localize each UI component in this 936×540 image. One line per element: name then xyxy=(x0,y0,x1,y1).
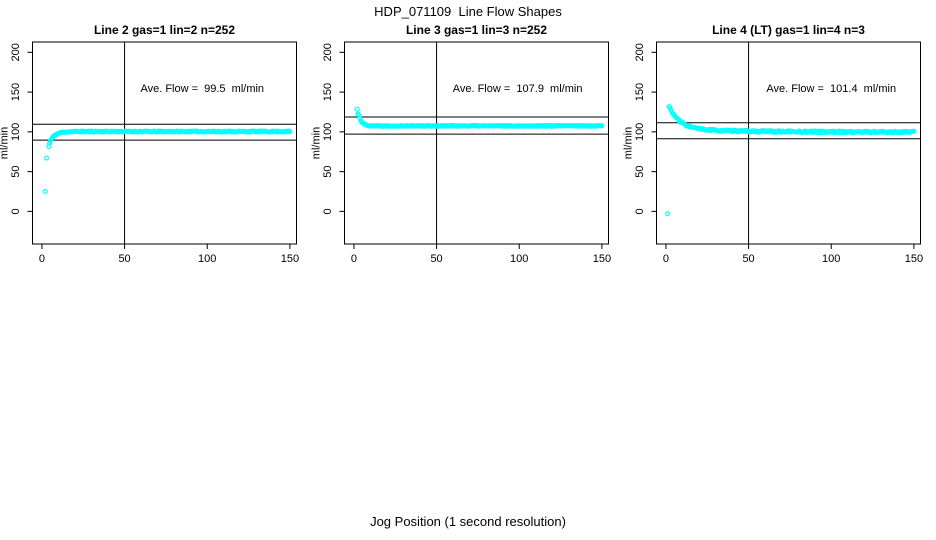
series-points xyxy=(42,128,293,195)
ave-flow-annotation: Ave. Flow = 101.4 ml/min xyxy=(766,83,896,95)
y-tick-label: 200 xyxy=(10,43,22,61)
x-tick-label: 100 xyxy=(822,253,840,265)
data-point xyxy=(354,106,360,112)
y-tick-label: 0 xyxy=(322,208,334,214)
panel-title: Line 4 (LT) gas=1 lin=4 n=3 xyxy=(712,23,865,37)
data-point xyxy=(599,123,605,129)
y-axis-label: ml/min xyxy=(0,127,11,159)
figure-title: HDP_071109 Line Flow Shapes xyxy=(374,4,562,19)
x-tick-label: 0 xyxy=(351,253,357,265)
panel-line3-plot: Line 3 gas=1 lin=3 n=252 0 50 100 150 0 50 100 1… xyxy=(311,23,612,265)
y-tick-label: 100 xyxy=(10,123,22,141)
x-tick-label: 150 xyxy=(593,253,611,265)
series-points xyxy=(354,106,605,129)
data-point xyxy=(44,155,50,161)
x-tick-label: 150 xyxy=(281,253,299,265)
y-axis-label: ml/min xyxy=(623,127,635,159)
panel-line3: Line 3 gas=1 lin=3 n=252 0 50 100 150 0 50 100 1… xyxy=(311,20,624,276)
plot-box xyxy=(656,41,921,245)
panels-row: Line 2 gas=1 lin=2 n=252 0 50 100 150 0 50 100 1… xyxy=(0,20,936,276)
series-points xyxy=(665,104,917,217)
x-tick-label: 50 xyxy=(118,253,130,265)
data-point xyxy=(42,189,48,195)
panel-line2-plot: Line 2 gas=1 lin=2 n=252 0 50 100 150 0 50 100 1… xyxy=(0,23,299,265)
plot-box xyxy=(344,41,609,245)
panel-line4-plot: Line 4 (LT) gas=1 lin=4 n=3 0 50 100 150 0 50 1… xyxy=(623,23,924,265)
y-tick-label: 150 xyxy=(634,83,646,101)
y-tick-label: 100 xyxy=(634,123,646,141)
ave-flow-annotation: Ave. Flow = 107.9 ml/min xyxy=(453,83,583,95)
panel-title: Line 3 gas=1 lin=3 n=252 xyxy=(406,23,547,37)
y-axis-label: ml/min xyxy=(311,127,323,159)
y-tick-label: 150 xyxy=(10,83,22,101)
x-tick-label: 0 xyxy=(663,253,669,265)
x-tick-label: 0 xyxy=(39,253,45,265)
x-axis-label: Jog Position (1 second resolution) xyxy=(370,514,566,529)
y-tick-label: 200 xyxy=(322,43,334,61)
x-tick-label: 50 xyxy=(430,253,442,265)
y-tick-label: 0 xyxy=(10,208,22,214)
plot-box xyxy=(32,41,297,245)
y-tick-label: 200 xyxy=(634,43,646,61)
y-tick-label: 50 xyxy=(322,166,334,178)
x-tick-label: 150 xyxy=(905,253,923,265)
data-point xyxy=(668,107,674,113)
panel-line4: Line 4 (LT) gas=1 lin=4 n=3 0 50 100 150 0 50 1… xyxy=(623,20,936,276)
data-point xyxy=(665,211,671,217)
ave-flow-annotation: Ave. Flow = 99.5 ml/min xyxy=(140,83,264,95)
data-point xyxy=(287,129,293,135)
y-tick-label: 50 xyxy=(10,166,22,178)
y-tick-label: 150 xyxy=(322,83,334,101)
y-tick-label: 50 xyxy=(634,166,646,178)
x-tick-label: 50 xyxy=(742,253,754,265)
panel-line2: Line 2 gas=1 lin=2 n=252 0 50 100 150 0 50 100 1… xyxy=(0,20,312,276)
x-tick-label: 100 xyxy=(510,253,528,265)
x-tick-label: 100 xyxy=(198,253,216,265)
y-tick-label: 0 xyxy=(634,208,646,214)
panel-title: Line 2 gas=1 lin=2 n=252 xyxy=(94,23,235,37)
data-point xyxy=(911,128,917,134)
y-tick-label: 100 xyxy=(322,123,334,141)
